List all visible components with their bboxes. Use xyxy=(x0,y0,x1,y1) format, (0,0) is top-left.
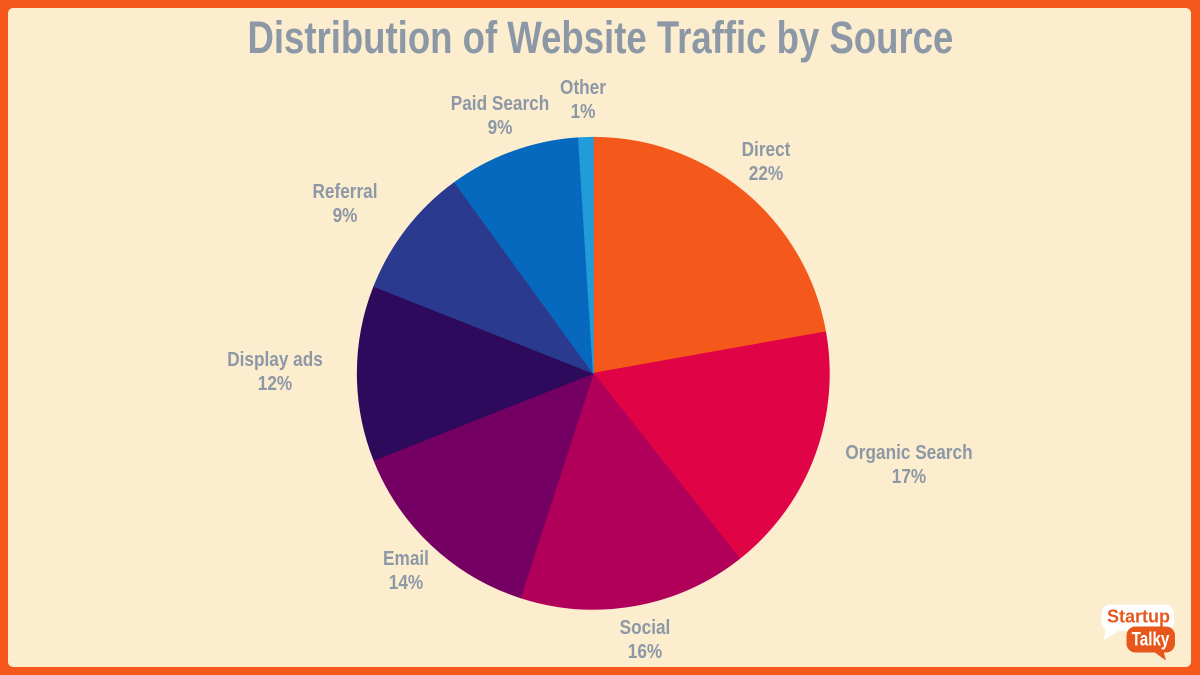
svg-text:Startup: Startup xyxy=(1107,607,1170,627)
svg-text:Talky: Talky xyxy=(1132,628,1170,650)
